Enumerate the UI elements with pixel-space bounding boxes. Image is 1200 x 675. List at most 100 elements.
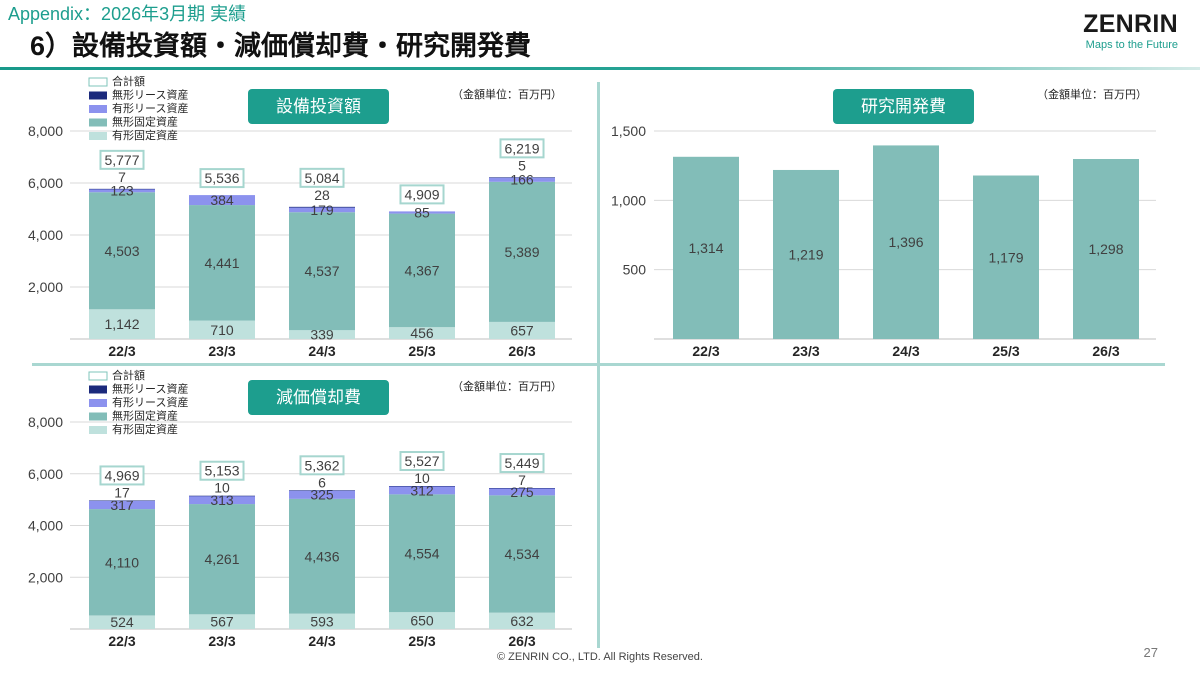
value-label-tangible-lease-assets: 85 bbox=[414, 204, 430, 220]
legend-label: 合計額 bbox=[112, 74, 145, 88]
bar-segment-intangible-lease-assets bbox=[289, 206, 355, 208]
legend-swatch bbox=[89, 426, 107, 434]
y-tick-label: 1,500 bbox=[611, 123, 646, 139]
value-label-intangible-lease-assets: 7 bbox=[118, 169, 126, 185]
legend-label: 無形リース資産 bbox=[112, 88, 188, 102]
y-tick-label: 4,000 bbox=[28, 227, 63, 243]
bar-segment-tangible-lease-assets bbox=[89, 500, 155, 510]
value-label-tangible-fixed-assets: 456 bbox=[410, 325, 434, 341]
y-tick-label: 6,000 bbox=[28, 175, 63, 191]
bar-segment-tangible-fixed-assets bbox=[289, 330, 355, 339]
total-callout: 5,527 bbox=[399, 451, 445, 472]
x-tick-label: 23/3 bbox=[208, 633, 235, 649]
bar-segment-intangible-lease-assets bbox=[489, 177, 555, 178]
total-box bbox=[299, 167, 345, 188]
copyright: © ZENRIN CO., LTD. All Rights Reserved. bbox=[497, 651, 703, 663]
total-box bbox=[299, 455, 345, 476]
value-label-intangible-lease-assets: 17 bbox=[114, 484, 130, 500]
rnd-title-badge: 研究開発費 bbox=[833, 89, 974, 124]
zenrin-logo: ZENRIN Maps to the Future bbox=[1083, 10, 1178, 52]
value-label-intangible-lease-assets: 6 bbox=[318, 474, 326, 490]
value-label-intangible-lease-assets: 5 bbox=[518, 157, 526, 173]
y-tick-label: 2,000 bbox=[28, 569, 63, 585]
legend-item-total: 合計額 bbox=[88, 368, 145, 382]
total-callout: 4,969 bbox=[99, 465, 145, 486]
total-label: 4,969 bbox=[104, 467, 139, 483]
bar-segment-intangible-lease-assets bbox=[89, 500, 155, 501]
legend-label: 無形固定資産 bbox=[112, 409, 178, 423]
logo-wordmark: ZENRIN bbox=[1083, 10, 1178, 38]
legend-label: 合計額 bbox=[112, 368, 145, 382]
legend-swatch bbox=[89, 105, 107, 113]
y-tick-label: 8,000 bbox=[28, 123, 63, 139]
total-callout: 4,909 bbox=[399, 184, 445, 205]
bar-segment-tangible-fixed-assets bbox=[89, 615, 155, 629]
legend-swatch bbox=[89, 91, 107, 100]
x-tick-label: 22/3 bbox=[692, 343, 719, 359]
y-tick-label: 4,000 bbox=[28, 518, 63, 534]
legend-item-total: 合計額 bbox=[88, 74, 145, 88]
bar-segment-tangible-lease-assets bbox=[189, 195, 255, 206]
legend-item-tangible-lease-assets: 有形リース資産 bbox=[89, 395, 188, 409]
bar-26-3: 1,298 bbox=[1073, 159, 1139, 339]
value-label-tangible-lease-assets: 317 bbox=[110, 497, 134, 513]
total-label: 5,362 bbox=[304, 457, 339, 473]
legend-swatch bbox=[89, 399, 107, 407]
depreciation-title-badge: 減価償却費 bbox=[248, 380, 389, 415]
bar-segment bbox=[1073, 159, 1139, 339]
value-label-tangible-fixed-assets: 339 bbox=[310, 327, 334, 343]
bar-segment-intangible-fixed-assets bbox=[489, 181, 555, 322]
capex-title-badge: 設備投資額 bbox=[248, 89, 389, 124]
bar-segment bbox=[773, 169, 839, 339]
x-tick-label: 26/3 bbox=[1092, 343, 1119, 359]
value-label-intangible-lease-assets: 7 bbox=[518, 472, 526, 488]
x-tick-label: 25/3 bbox=[408, 633, 435, 649]
legend-item-intangible-fixed-assets: 無形固定資産 bbox=[89, 409, 178, 423]
legend-item-tangible-fixed-assets: 有形固定資産 bbox=[89, 128, 178, 142]
value-label-tangible-fixed-assets: 632 bbox=[510, 613, 534, 629]
total-callout: 5,362 bbox=[299, 455, 345, 476]
x-tick-label: 24/3 bbox=[308, 633, 335, 649]
x-tick-label: 24/3 bbox=[308, 343, 335, 359]
bar-segment-tangible-fixed-assets bbox=[389, 612, 455, 629]
value-label-tangible-fixed-assets: 657 bbox=[510, 322, 534, 338]
total-label: 4,909 bbox=[404, 186, 439, 202]
legend-label: 有形固定資産 bbox=[112, 128, 178, 142]
value-label-intangible-fixed-assets: 4,537 bbox=[304, 263, 339, 279]
bar-segment-tangible-lease-assets bbox=[289, 207, 355, 213]
page-number: 27 bbox=[1143, 645, 1158, 660]
x-tick-label: 26/3 bbox=[508, 633, 535, 649]
value-label-tangible-fixed-assets: 524 bbox=[110, 614, 134, 630]
value-label-intangible-fixed-assets: 4,110 bbox=[105, 554, 139, 570]
value-label-intangible-lease-assets: 10 bbox=[214, 480, 230, 496]
bar-segment-tangible-fixed-assets bbox=[89, 309, 155, 339]
value-label-intangible-fixed-assets: 5,389 bbox=[504, 244, 539, 260]
value-label-tangible-lease-assets: 275 bbox=[510, 484, 534, 500]
legend-swatch bbox=[88, 371, 108, 381]
bar-segment-intangible-fixed-assets bbox=[389, 213, 455, 328]
bar-segment-tangible-fixed-assets bbox=[189, 320, 255, 339]
legend-swatch bbox=[89, 132, 107, 140]
x-tick-label: 24/3 bbox=[892, 343, 919, 359]
value-label-tangible-fixed-assets: 593 bbox=[310, 613, 334, 629]
x-tick-label: 23/3 bbox=[792, 343, 819, 359]
legend-item-intangible-lease-assets: 無形リース資産 bbox=[89, 88, 188, 102]
bar-segment-tangible-lease-assets bbox=[489, 488, 555, 496]
value-label-intangible-fixed-assets: 4,441 bbox=[204, 255, 239, 271]
y-tick-label: 6,000 bbox=[28, 466, 63, 482]
value-label-tangible-lease-assets: 179 bbox=[310, 202, 334, 218]
total-callout: 5,536 bbox=[199, 168, 245, 189]
legend-label: 有形リース資産 bbox=[112, 395, 188, 409]
value-label-intangible-lease-assets: 28 bbox=[314, 187, 330, 203]
legend-label: 無形リース資産 bbox=[112, 382, 188, 396]
bar-segment-intangible-lease-assets bbox=[389, 486, 455, 487]
x-tick-label: 26/3 bbox=[508, 343, 535, 359]
y-tick-label: 1,000 bbox=[611, 192, 646, 208]
